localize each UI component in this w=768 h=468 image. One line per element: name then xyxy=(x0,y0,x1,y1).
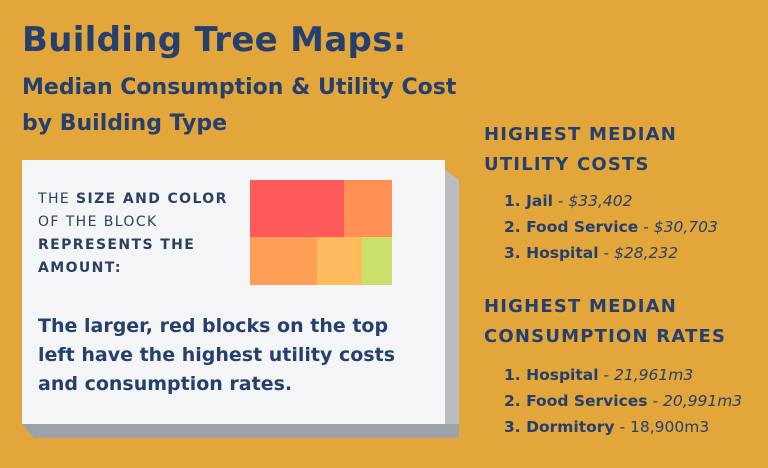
treemap-block-orange-bottom xyxy=(250,237,317,285)
subtitle-line-2: by Building Type xyxy=(22,111,228,136)
legend-card: THE SIZE AND COLOR OF THE BLOCK REPRESEN… xyxy=(22,160,445,424)
consumption-value: 18,900m3 xyxy=(629,418,710,436)
utility-costs-list: 1. Jail - $33,402 2. Food Service - $30,… xyxy=(504,188,718,266)
building-type: Food Service xyxy=(526,218,639,236)
card-edge-bottom xyxy=(22,424,459,438)
consumption-heading: HIGHEST MEDIAN CONSUMPTION RATES xyxy=(484,292,726,352)
treemap-example xyxy=(250,180,392,285)
cost-value: $33,402 xyxy=(568,192,633,210)
consumption-value: 20,991m3 xyxy=(662,392,743,410)
rank-number: 3. xyxy=(504,244,521,262)
list-item: 1. Hospital - 21,961m3 xyxy=(504,366,694,384)
treemap-block-orange xyxy=(344,180,392,237)
consumption-heading-line-2: CONSUMPTION RATES xyxy=(484,326,727,347)
subtitle-line-1: Median Consumption & Utility Cost xyxy=(22,75,457,100)
treemap-block-large-red xyxy=(250,180,344,237)
list-item: 2. Food Services - 20,991m3 xyxy=(504,392,743,410)
building-type: Hospital xyxy=(526,244,599,262)
utility-costs-heading-line-2: UTILITY COSTS xyxy=(484,154,650,175)
rank-number: 3. xyxy=(504,418,521,436)
building-type: Jail xyxy=(526,192,553,210)
legend-description: The larger, red blocks on the top left h… xyxy=(38,315,396,395)
utility-costs-heading: HIGHEST MEDIAN UTILITY COSTS xyxy=(484,120,677,180)
treemap-block-yellow xyxy=(317,237,362,285)
consumption-heading-line-1: HIGHEST MEDIAN xyxy=(484,296,678,317)
list-item: 3. Dormitory - 18,900m3 xyxy=(504,418,710,436)
page-title: Building Tree Maps: xyxy=(22,20,407,60)
legend-text-1: THE xyxy=(38,191,76,207)
list-item: 1. Jail - $33,402 xyxy=(504,192,633,210)
rank-number: 1. xyxy=(504,366,521,384)
cost-value: $28,232 xyxy=(613,244,679,262)
list-item: 3. Hospital - $28,232 xyxy=(504,244,679,262)
list-item: 2. Food Service - $30,703 xyxy=(504,218,718,236)
consumption-value: 21,961m3 xyxy=(613,366,694,384)
legend-explanation: THE SIZE AND COLOR OF THE BLOCK REPRESEN… xyxy=(38,188,238,280)
rank-number: 2. xyxy=(504,392,521,410)
rank-number: 1. xyxy=(504,192,521,210)
cost-value: $30,703 xyxy=(653,218,718,236)
page-subtitle: Median Consumption & Utility Cost by Bui… xyxy=(22,70,456,142)
legend-text-3: OF THE BLOCK xyxy=(38,214,158,230)
rank-number: 2. xyxy=(504,218,521,236)
building-type: Food Services xyxy=(526,392,648,410)
treemap-block-green xyxy=(362,237,392,285)
consumption-list: 1. Hospital - 21,961m3 2. Food Services … xyxy=(504,362,742,440)
building-type: Dormitory xyxy=(526,418,615,436)
legend-text-2: SIZE AND COLOR xyxy=(75,191,228,207)
building-type: Hospital xyxy=(526,366,599,384)
legend-text-4: REPRESENTS THE AMOUNT: xyxy=(38,237,196,276)
utility-costs-heading-line-1: HIGHEST MEDIAN xyxy=(484,124,678,145)
card-edge-right xyxy=(445,170,459,426)
